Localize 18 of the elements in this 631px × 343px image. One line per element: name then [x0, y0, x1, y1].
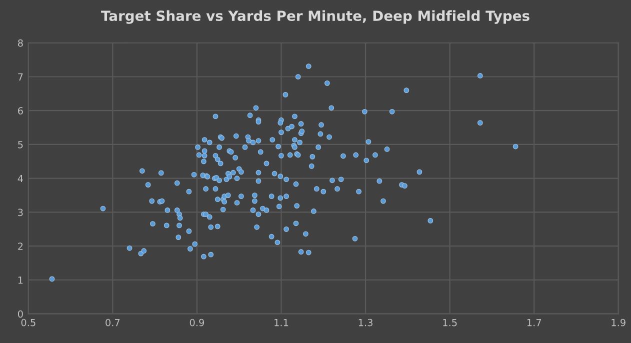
- y-tick-label: 0: [18, 310, 23, 318]
- y-tick-label: 4: [18, 174, 23, 182]
- y-tick-label: 1: [18, 276, 23, 284]
- y-tick-label: 7: [18, 73, 23, 80]
- y-tick-label: 8: [18, 39, 23, 47]
- x-tick-label: 0.9: [190, 318, 204, 326]
- x-tick-label: 1.9: [612, 318, 626, 326]
- x-tick-label: 0.7: [106, 318, 120, 326]
- y-tick-label: 5: [18, 141, 23, 148]
- y-tick-label: 6: [18, 107, 23, 114]
- y-tick-label: 2: [18, 242, 23, 250]
- x-tick-label: 1.7: [527, 319, 541, 326]
- x-tick-label: 0.5: [21, 318, 36, 326]
- chart-title: Target Share vs Yards Per Minute, Deep Midfield Types: [101, 10, 530, 24]
- x-tick-label: 1.3: [358, 318, 372, 326]
- y-tick-label: 3: [18, 208, 23, 216]
- x-tick-label: 1.5: [443, 319, 457, 326]
- x-tick-label: 1.1: [274, 319, 288, 326]
